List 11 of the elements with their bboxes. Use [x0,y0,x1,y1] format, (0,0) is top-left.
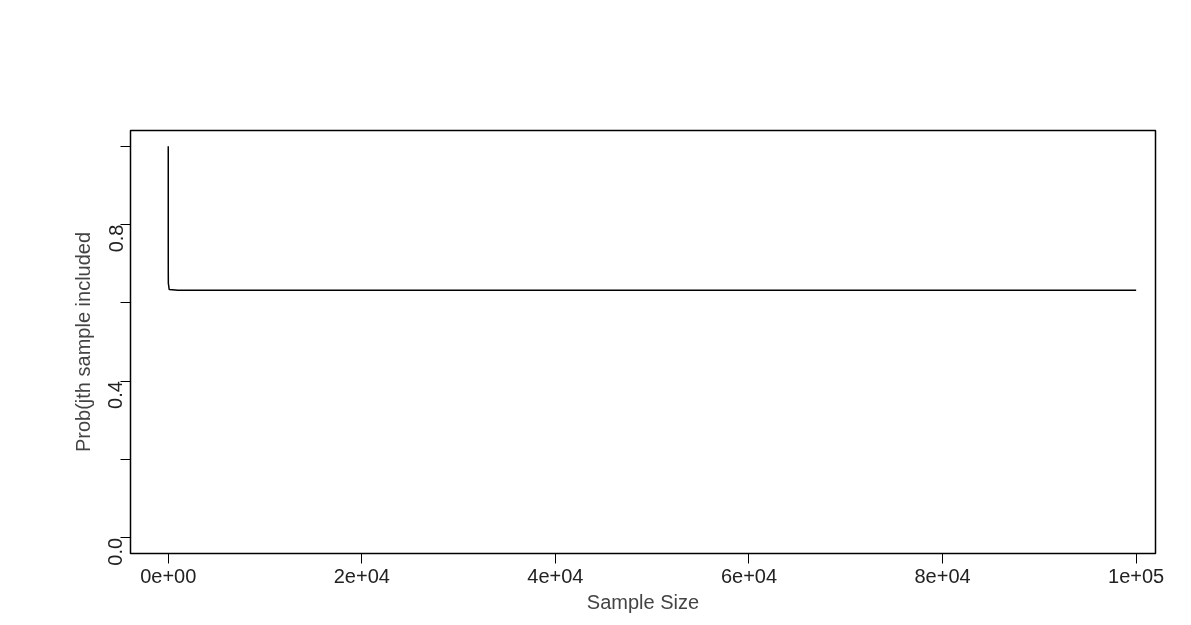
y-tick-label: 0.0 [104,537,127,566]
x-tick-label: 2e+04 [333,564,390,587]
x-tick-label: 1e+05 [1108,564,1165,587]
x-tick-label: 0e+00 [140,564,197,587]
x-tick-label: 4e+04 [527,564,584,587]
x-tick-label: 6e+04 [720,564,778,587]
y-tick-label: 0.4 [104,381,127,409]
y-axis-title: Prob(jth sample included [71,231,94,453]
x-axis-title: Sample Size [586,590,700,613]
x-tick-label: 8e+04 [914,564,971,587]
y-tick-label: 0.8 [104,224,127,253]
